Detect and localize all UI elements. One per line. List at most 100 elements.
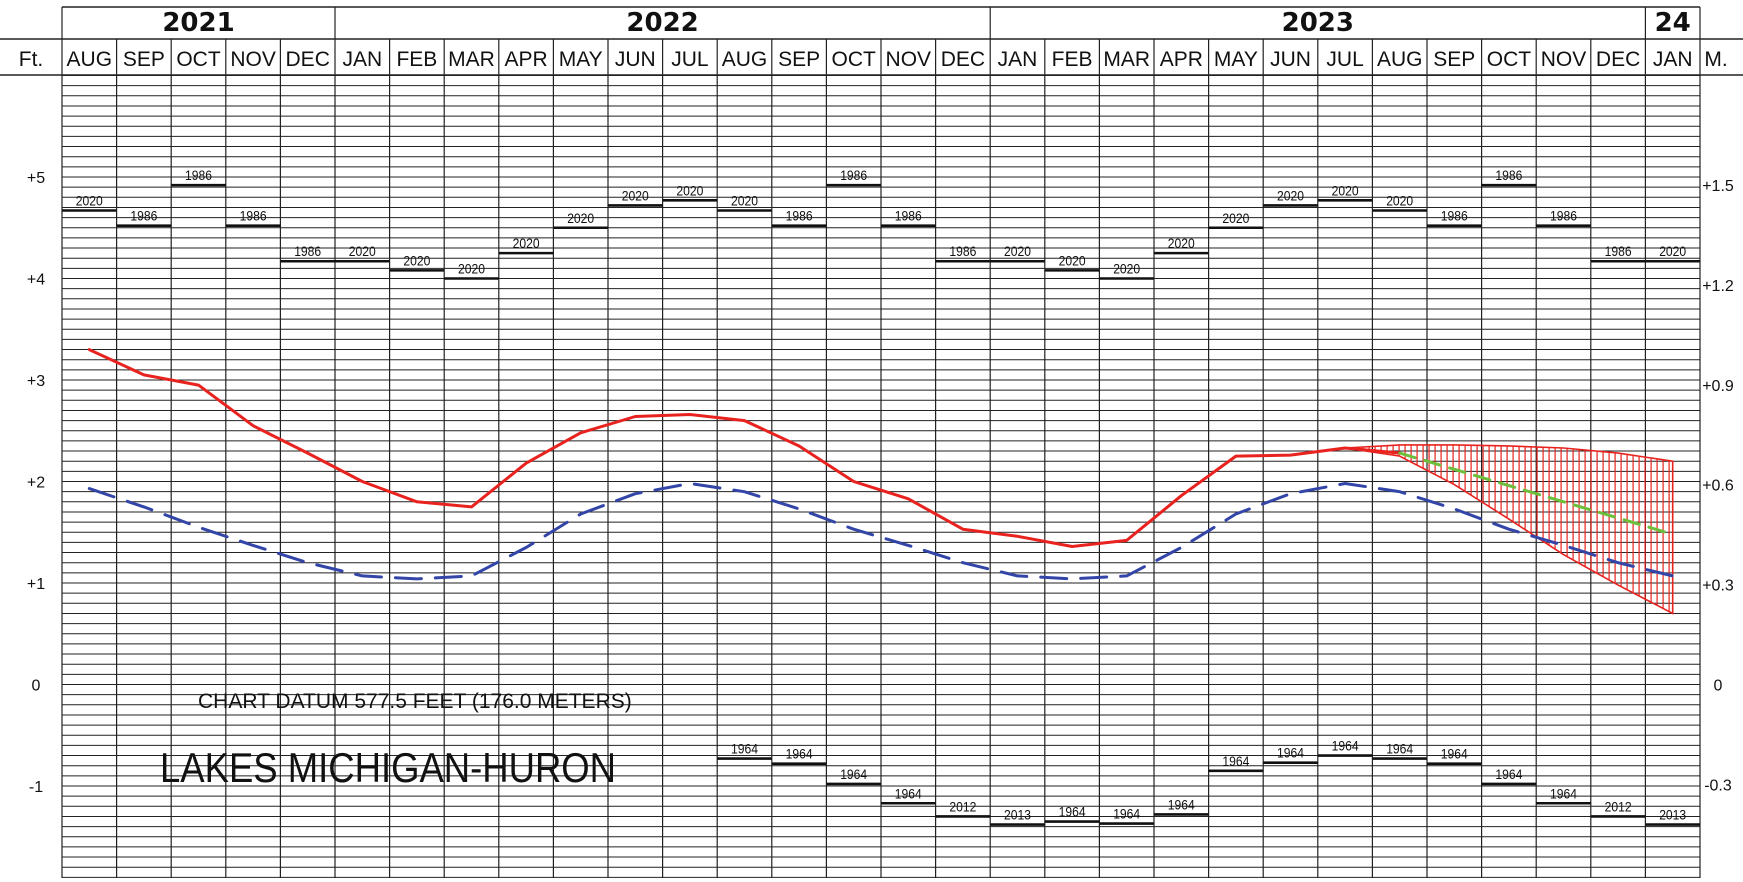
record-high-year: 2020 bbox=[1113, 261, 1140, 277]
month-label: JUL bbox=[671, 48, 708, 71]
y-tick-m: +1.5 bbox=[1702, 178, 1734, 195]
year-label: 2023 bbox=[1282, 8, 1354, 38]
record-high-year: 1986 bbox=[240, 208, 267, 224]
month-label: DEC bbox=[941, 48, 985, 71]
month-label: DEC bbox=[286, 48, 330, 71]
month-label: FEB bbox=[1052, 48, 1093, 71]
month-label: MAR bbox=[1103, 48, 1150, 71]
month-label: AUG bbox=[1377, 48, 1423, 71]
record-low-year: 1964 bbox=[895, 785, 922, 801]
record-high-year: 1986 bbox=[185, 167, 212, 183]
record-high-year: 2020 bbox=[1659, 243, 1686, 259]
record-high-year: 2020 bbox=[513, 235, 540, 251]
y-tick-ft: +1 bbox=[27, 576, 45, 593]
record-high-year: 2020 bbox=[403, 252, 430, 268]
month-label: AUG bbox=[722, 48, 768, 71]
y-tick-ft: +4 bbox=[27, 272, 45, 289]
month-label: SEP bbox=[1433, 48, 1475, 71]
record-high-year: 2020 bbox=[676, 182, 703, 198]
record-high-year: 2020 bbox=[458, 261, 485, 277]
record-low-year: 1964 bbox=[1277, 745, 1304, 761]
record-high-year: 1986 bbox=[895, 208, 922, 224]
record-high-year: 2020 bbox=[76, 192, 103, 208]
y-tick-m: +1.2 bbox=[1702, 278, 1734, 295]
month-label: MAY bbox=[559, 48, 603, 71]
record-high-year: 2020 bbox=[1222, 210, 1249, 226]
month-label: MAR bbox=[448, 48, 495, 71]
series-lines bbox=[87, 348, 1675, 581]
record-high-year: 2020 bbox=[567, 210, 594, 226]
record-high-year: 1986 bbox=[294, 243, 321, 259]
lake-title: LAKES MICHIGAN-HURON bbox=[160, 744, 616, 791]
record-low-year: 1964 bbox=[1550, 785, 1577, 801]
month-label: APR bbox=[1160, 48, 1203, 71]
record-low-year: 1964 bbox=[1386, 741, 1413, 757]
month-label: OCT bbox=[176, 48, 221, 71]
record-high-year: 2020 bbox=[731, 192, 758, 208]
y-tick-m: 0 bbox=[1714, 678, 1723, 695]
month-label: FEB bbox=[396, 48, 437, 71]
y-tick-ft: -1 bbox=[29, 779, 43, 796]
month-label: JUN bbox=[1270, 48, 1311, 71]
record-high-year: 1986 bbox=[1495, 167, 1522, 183]
month-label: JUL bbox=[1326, 48, 1363, 71]
record-high-year: 2020 bbox=[1168, 235, 1195, 251]
month-label: OCT bbox=[832, 48, 877, 71]
month-label: NOV bbox=[1541, 48, 1587, 71]
month-label: OCT bbox=[1487, 48, 1532, 71]
record-low-year: 1964 bbox=[1059, 804, 1086, 820]
record-high-year: 2020 bbox=[1277, 187, 1304, 203]
month-label: AUG bbox=[67, 48, 113, 71]
month-label: DEC bbox=[1596, 48, 1640, 71]
series-line-recorded bbox=[87, 348, 1402, 548]
y-tick-m: +0.3 bbox=[1702, 578, 1734, 595]
month-label: NOV bbox=[886, 48, 932, 71]
month-label: NOV bbox=[230, 48, 276, 71]
record-low-year: 2013 bbox=[1659, 807, 1686, 823]
y-tick-ft: +5 bbox=[27, 170, 45, 187]
month-label: JAN bbox=[998, 48, 1038, 71]
month-label: SEP bbox=[123, 48, 165, 71]
record-high-year: 2020 bbox=[1059, 252, 1086, 268]
record-high-year: 1986 bbox=[130, 208, 157, 224]
record-levels: 2020 1986 1986 1986 1986 2020 2020 2020 2020 2020… bbox=[62, 167, 1700, 826]
month-label: JAN bbox=[1653, 48, 1693, 71]
record-high-year: 2020 bbox=[1332, 182, 1359, 198]
record-low-year: 1964 bbox=[1441, 746, 1468, 762]
right-unit-label: M. bbox=[1704, 48, 1727, 71]
record-low-year: 1964 bbox=[1495, 766, 1522, 782]
record-high-year: 1986 bbox=[1550, 208, 1577, 224]
month-label: APR bbox=[505, 48, 548, 71]
record-low-year: 1964 bbox=[1222, 753, 1249, 769]
year-label: 2022 bbox=[626, 8, 698, 38]
record-high-year: 2020 bbox=[1004, 243, 1031, 259]
left-unit-label: Ft. bbox=[19, 48, 44, 71]
month-label: JAN bbox=[342, 48, 382, 71]
record-high-year: 1986 bbox=[949, 243, 976, 259]
month-label: SEP bbox=[778, 48, 820, 71]
record-high-year: 2020 bbox=[349, 243, 376, 259]
record-high-year: 1986 bbox=[840, 167, 867, 183]
record-high-year: 1986 bbox=[1441, 208, 1468, 224]
month-label: JUN bbox=[615, 48, 656, 71]
record-low-year: 2012 bbox=[1605, 798, 1632, 814]
record-low-year: 1964 bbox=[786, 746, 813, 762]
series-line-most-probable-forecast bbox=[1398, 451, 1675, 536]
year-label: 2021 bbox=[162, 8, 234, 38]
record-low-year: 2013 bbox=[1004, 807, 1031, 823]
record-high-year: 2020 bbox=[622, 187, 649, 203]
y-tick-m: +0.6 bbox=[1702, 478, 1734, 495]
record-high-year: 1986 bbox=[786, 208, 813, 224]
chart-datum-note: CHART DATUM 577.5 FEET (176.0 METERS) bbox=[198, 690, 632, 713]
axis-tick-labels: +5 +4 +3 +2 +1 0 -1 +1.5 +1.2 +0.9 +0.6 +0.3 0 -0.3 bbox=[27, 170, 1734, 796]
record-low-year: 1964 bbox=[731, 741, 758, 757]
year-label: 24 bbox=[1655, 8, 1691, 38]
record-low-year: 1964 bbox=[1168, 796, 1195, 812]
y-tick-ft: +3 bbox=[27, 373, 45, 390]
record-high-year: 1986 bbox=[1605, 243, 1632, 259]
record-low-year: 2012 bbox=[949, 798, 976, 814]
record-low-year: 1964 bbox=[1113, 806, 1140, 822]
y-tick-ft: 0 bbox=[32, 678, 41, 695]
y-tick-ft: +2 bbox=[27, 475, 45, 492]
